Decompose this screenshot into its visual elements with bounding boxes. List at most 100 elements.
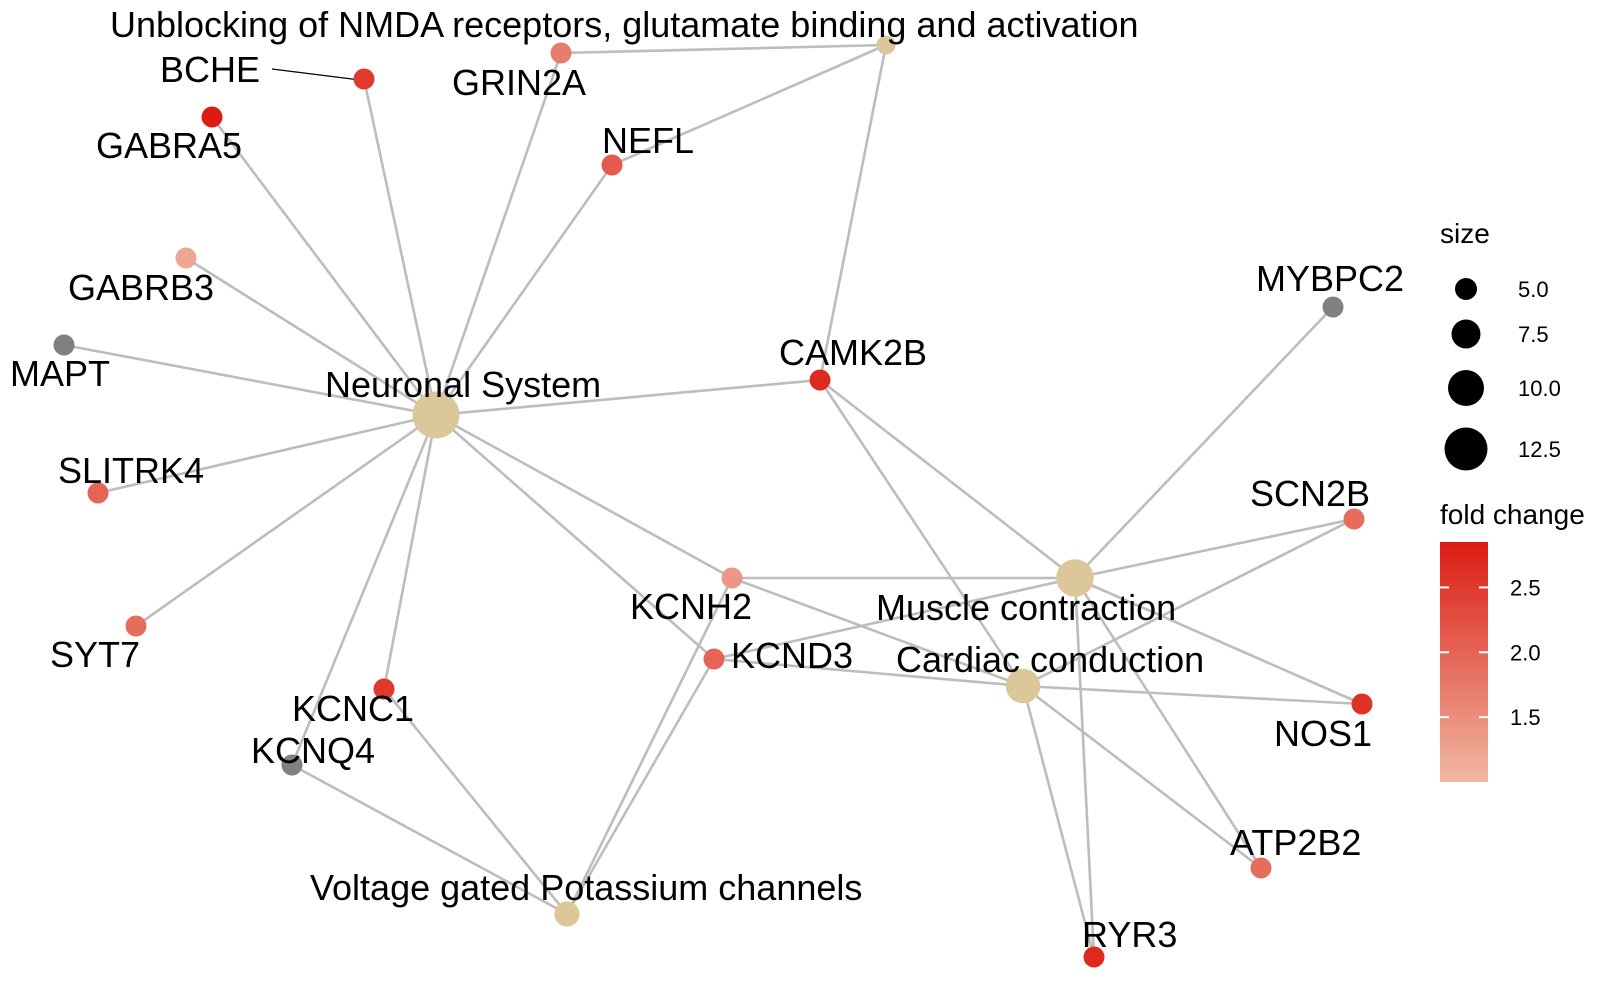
fold-change-legend-title: fold change [1440,499,1585,530]
label-kcnh2: KCNH2 [630,586,752,627]
gene-node-bche [353,68,375,90]
edge-neuronal-gabra5 [210,116,438,416]
legend: size 5.0 7.5 10.0 12.5 fold change 1.5 2.0 2.… [1440,218,1585,782]
label-gabra5: GABRA5 [96,125,242,166]
edge-neuronal-nefl [434,164,614,416]
size-key-1 [1451,319,1481,349]
label-ryr3: RYR3 [1082,914,1177,955]
colorbar-tick-label-0: 1.5 [1510,705,1541,730]
edge-muscle-camk2b [819,378,1076,580]
label-bche: BCHE [160,49,260,90]
size-key-2 [1448,370,1484,406]
edge-cardiac-ryr3 [1021,685,1096,958]
edge-neuronal-grin2a [434,52,563,416]
gene-node-gabrb3 [175,247,197,269]
size-key-label-0: 5.0 [1518,277,1549,302]
label-muscle: Muscle contraction [876,587,1176,628]
label-cardiac: Cardiac conduction [896,639,1204,680]
node-layer [53,35,1373,968]
edge-muscle-ryr3 [1073,577,1096,958]
category-node-vgkc [554,901,580,927]
gene-node-kcnq4 [281,754,303,776]
size-legend-keys: 5.0 7.5 10.0 12.5 [1444,277,1561,471]
edge-neuronal-syt7 [135,413,437,628]
gene-node-nos1 [1351,693,1373,715]
edge-muscle-atp2b2 [1073,577,1263,869]
gene-node-mybpc2 [1322,296,1344,318]
label-atp2b2: ATP2B2 [1230,822,1361,863]
edge-muscle-mybpc2 [1074,306,1334,579]
label-syt7: SYT7 [50,634,140,675]
gene-node-camk2b [809,369,831,391]
fold-change-colorbar [1440,542,1488,782]
gene-node-scn2b [1343,508,1365,530]
edge-nmda-camk2b [818,44,888,381]
gene-node-kcnh2 [721,567,743,589]
gene-node-slitrk4 [87,482,109,504]
fold-change-ticks: 1.5 2.0 2.5 [1440,575,1541,730]
gene-node-kcnc1 [373,678,395,700]
label-kcnd3: KCND3 [731,635,853,676]
edge-neuronal-gabrb3 [185,256,437,417]
gene-node-atp2b2 [1250,857,1272,879]
edge-cardiac-scn2b [1022,517,1355,688]
edge-neuronal-kcnh2 [435,413,733,580]
gene-node-syt7 [125,615,147,637]
label-mapt: MAPT [10,353,110,394]
edge-cardiac-kcnd3 [713,657,1024,688]
gene-node-ryr3 [1083,946,1105,968]
label-gabrb3: GABRB3 [68,267,214,308]
edge-muscle-nos1 [1074,576,1363,706]
edge-cardiac-atp2b2 [1022,684,1262,870]
edge-cardiac-kcnh2 [731,576,1024,688]
label-scn2b: SCN2B [1250,473,1370,514]
gene-node-nefl [601,154,623,176]
edge-neuronal-kcnc1 [382,414,438,690]
edge-vgkc-kcnd3 [565,658,716,915]
edge-muscle-scn2b [1074,517,1355,580]
label-nmda: Unblocking of NMDA receptors, glutamate … [110,4,1139,45]
gene-node-grin2a [550,42,572,64]
edge-cardiac-nos1 [1022,684,1363,706]
label-kcnq4: KCNQ4 [251,730,375,771]
edge-nmda-nefl [611,43,887,167]
edge-vgkc-kcnq4 [291,763,568,916]
label-grin2a: GRIN2A [452,62,586,103]
label-kcnc1: KCNC1 [292,688,414,729]
colorbar-tick-label-2: 2.5 [1510,575,1541,600]
label-neuronal: Neuronal System [325,364,601,405]
category-node-cardiac [1005,668,1041,704]
label-vgkc: Voltage gated Potassium channels [310,867,862,908]
edge-neuronal-kcnq4 [290,414,438,766]
edge-muscle-kcnd3 [713,576,1076,661]
edge-vgkc-kcnc1 [382,688,569,915]
gene-node-gabra5 [201,106,223,128]
edge-layer [63,43,1363,958]
edge-cardiac-camk2b [818,379,1025,687]
edge-neuronal-slitrk4 [97,413,437,495]
edge-vgkc-kcnh2 [565,577,734,915]
size-legend-title: size [1440,218,1490,249]
size-key-label-3: 12.5 [1518,437,1561,462]
size-key-label-2: 10.0 [1518,376,1561,401]
category-node-nmda [876,35,896,55]
colorbar-tick-label-1: 2.0 [1510,640,1541,665]
edge-nmda-grin2a [560,43,887,55]
edge-neuronal-bche [362,78,438,416]
gene-node-kcnd3 [703,648,725,670]
size-key-label-1: 7.5 [1518,322,1549,347]
label-nefl: NEFL [602,120,694,161]
label-mybpc2: MYBPC2 [1256,258,1404,299]
label-layer: Neuronal System Unblocking of NMDA recept… [10,4,1404,955]
label-nos1: NOS1 [1274,713,1372,754]
label-camk2b: CAMK2B [779,332,927,373]
edge-neuronal-kcnd3 [435,414,715,660]
edge-neuronal-camk2b [435,378,821,417]
category-node-neuronal [412,391,460,439]
gene-node-mapt [53,334,75,356]
category-node-muscle [1056,559,1094,597]
size-key-0 [1455,278,1477,300]
bche-label-leader [271,68,361,81]
size-key-3 [1444,427,1488,471]
